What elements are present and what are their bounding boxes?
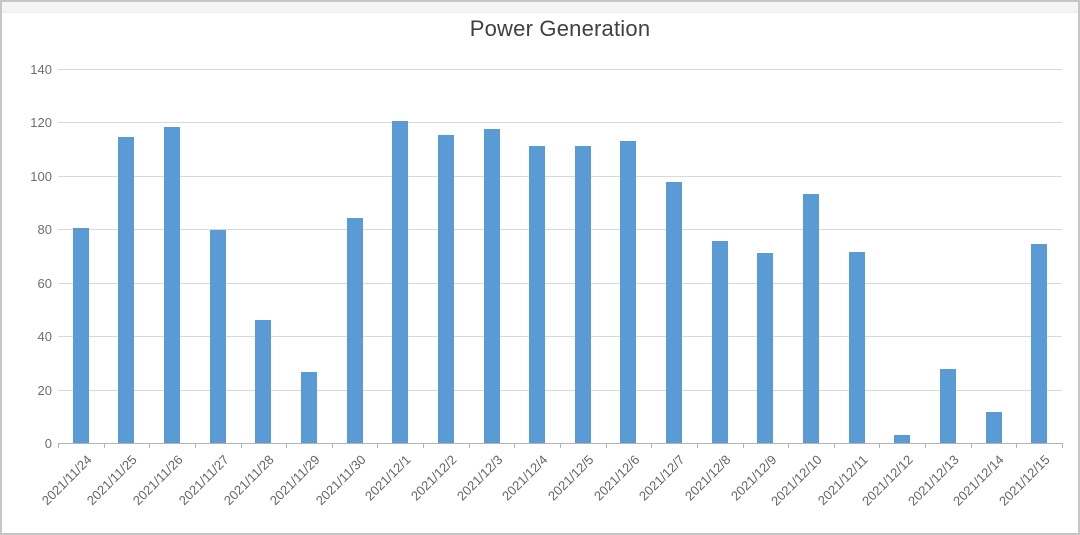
bar bbox=[894, 434, 911, 443]
x-axis-tick bbox=[58, 443, 59, 448]
bar bbox=[574, 146, 591, 443]
y-axis-tick-label: 100 bbox=[30, 168, 52, 184]
y-axis-tick-label: 60 bbox=[37, 275, 52, 291]
bar bbox=[164, 127, 181, 443]
bar bbox=[346, 218, 363, 443]
x-axis-tick bbox=[149, 443, 151, 448]
x-axis-tick bbox=[742, 443, 744, 448]
x-axis-tick bbox=[833, 443, 835, 448]
x-axis-tick-label: 2021/12/1 bbox=[362, 452, 414, 504]
x-axis-tick bbox=[286, 443, 288, 448]
bar bbox=[118, 136, 135, 443]
bar bbox=[666, 182, 683, 443]
chart-title: Power Generation bbox=[469, 16, 651, 41]
x-axis-tick bbox=[377, 443, 379, 448]
x-axis-tick bbox=[1016, 443, 1018, 448]
x-axis-tick-label: 2021/12/6 bbox=[590, 452, 643, 504]
gridline bbox=[58, 122, 1062, 123]
bar bbox=[301, 372, 317, 443]
x-axis-tick bbox=[696, 443, 698, 448]
bar bbox=[72, 227, 89, 443]
x-axis-tick-label: 2021/12/3 bbox=[453, 452, 506, 504]
x-axis-tick bbox=[788, 443, 790, 448]
bar bbox=[483, 128, 500, 443]
bar bbox=[620, 140, 637, 443]
x-axis-tick-label: 2021/12/2 bbox=[408, 452, 460, 504]
x-axis-tick-label: 2021/12/5 bbox=[544, 452, 597, 504]
x-axis-tick-label: 2021/12/4 bbox=[499, 452, 551, 504]
x-axis-tick-label: 2021/12/8 bbox=[681, 452, 734, 504]
x-axis-tick bbox=[331, 443, 333, 448]
gridline bbox=[58, 175, 1062, 177]
y-axis-tick-label: 40 bbox=[37, 329, 52, 344]
y-axis-tick-label: 20 bbox=[37, 382, 52, 398]
x-axis-tick bbox=[605, 443, 607, 448]
bar bbox=[437, 135, 454, 443]
y-axis-tick-label: 80 bbox=[37, 222, 52, 237]
x-axis-tick bbox=[925, 443, 927, 448]
bar bbox=[939, 369, 956, 443]
gridline bbox=[58, 389, 1062, 391]
x-axis-tick bbox=[240, 443, 242, 448]
x-axis-tick bbox=[970, 443, 972, 448]
x-axis-tick bbox=[468, 443, 470, 448]
bar bbox=[757, 253, 774, 443]
bar bbox=[985, 412, 1002, 443]
bar bbox=[209, 230, 226, 443]
bar bbox=[848, 251, 865, 443]
gridline bbox=[58, 229, 1062, 230]
bar bbox=[1031, 243, 1048, 443]
gridline bbox=[58, 336, 1062, 337]
x-axis-tick bbox=[560, 443, 561, 448]
y-axis-tick-label: 120 bbox=[30, 115, 52, 130]
y-axis-tick-label: 0 bbox=[44, 436, 52, 451]
top-strip bbox=[2, 2, 1078, 13]
x-axis-tick bbox=[423, 443, 425, 448]
bar bbox=[711, 241, 728, 443]
gridline bbox=[58, 68, 1062, 70]
x-axis-tick bbox=[103, 443, 105, 448]
x-axis-tick bbox=[514, 443, 516, 448]
bar bbox=[392, 120, 409, 443]
y-axis-tick-label: 140 bbox=[30, 61, 52, 77]
x-axis-tick bbox=[194, 443, 196, 448]
x-axis-tick bbox=[879, 443, 881, 448]
x-axis-tick bbox=[1062, 443, 1063, 448]
bar bbox=[255, 319, 272, 443]
x-axis-tick bbox=[651, 443, 653, 448]
bar bbox=[529, 146, 546, 443]
x-axis-tick-label: 2021/12/7 bbox=[636, 452, 688, 504]
bar bbox=[803, 194, 819, 443]
gridline bbox=[58, 282, 1062, 284]
